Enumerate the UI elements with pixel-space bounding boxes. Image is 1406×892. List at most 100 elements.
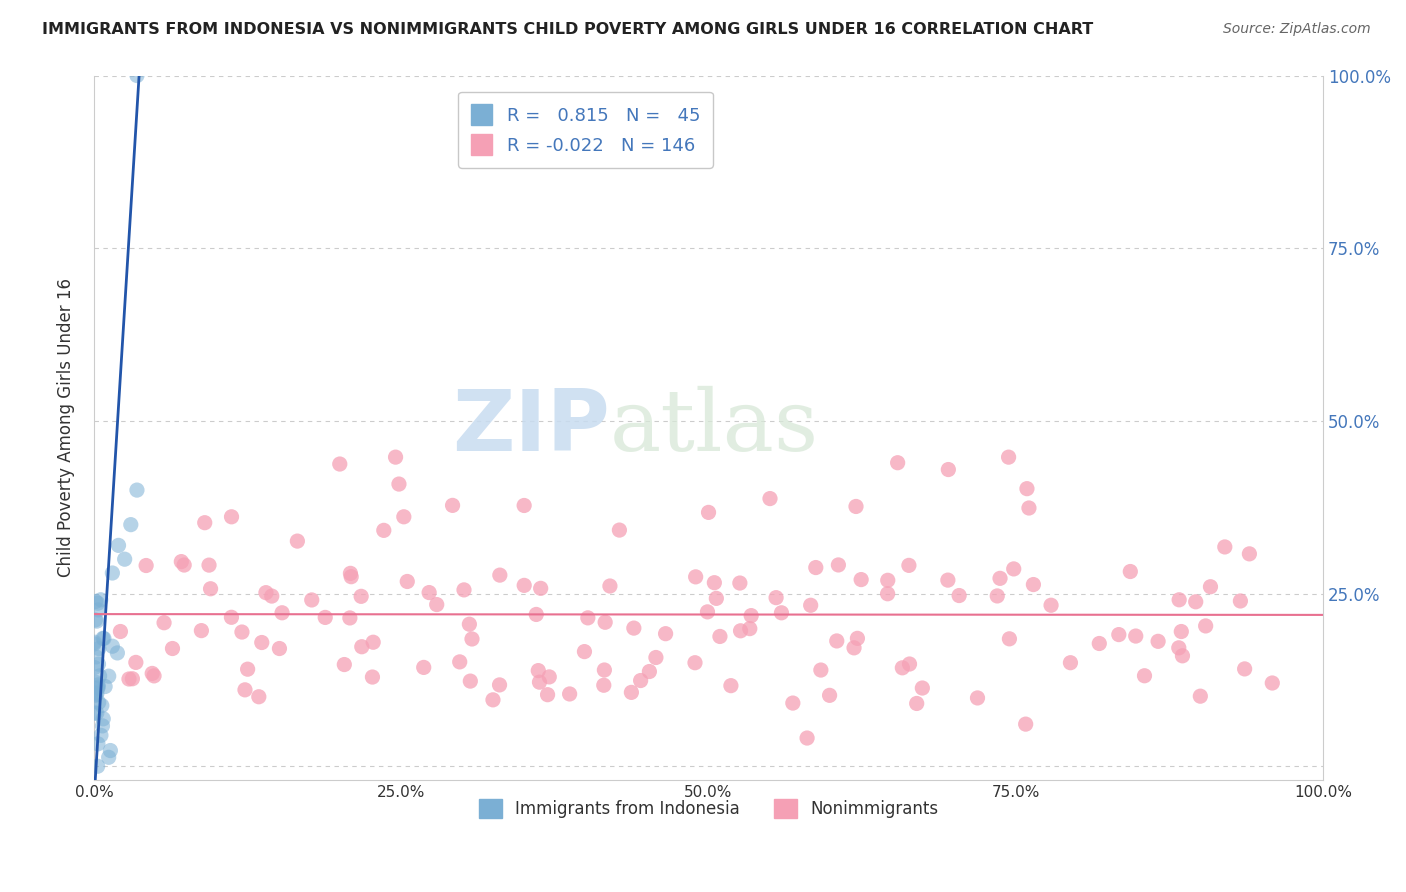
Point xyxy=(592,678,614,692)
Point xyxy=(846,632,869,646)
Point xyxy=(609,523,631,537)
Point xyxy=(1133,669,1156,683)
Point xyxy=(936,573,959,587)
Point xyxy=(1195,619,1218,633)
Point xyxy=(233,682,256,697)
Point xyxy=(86,681,108,696)
Point xyxy=(350,640,373,654)
Point xyxy=(170,555,193,569)
Point xyxy=(593,663,616,677)
Point xyxy=(461,632,484,646)
Point xyxy=(558,687,581,701)
Point xyxy=(125,656,148,670)
Point xyxy=(997,450,1019,464)
Point xyxy=(911,681,934,695)
Point xyxy=(886,456,908,470)
Point xyxy=(1229,594,1251,608)
Point xyxy=(599,579,621,593)
Point xyxy=(1018,501,1040,516)
Point xyxy=(1184,595,1206,609)
Point xyxy=(576,611,599,625)
Point xyxy=(173,558,195,572)
Text: IMMIGRANTS FROM INDONESIA VS NONIMMIGRANTS CHILD POVERTY AMONG GIRLS UNDER 16 CO: IMMIGRANTS FROM INDONESIA VS NONIMMIGRAN… xyxy=(42,22,1094,37)
Point xyxy=(998,632,1021,646)
Point xyxy=(339,611,361,625)
Point xyxy=(620,685,643,699)
Point xyxy=(730,624,752,638)
Point xyxy=(84,649,107,664)
Point xyxy=(1170,624,1192,639)
Point xyxy=(101,566,124,580)
Point xyxy=(1059,656,1081,670)
Point xyxy=(90,698,112,713)
Point xyxy=(460,674,482,689)
Point xyxy=(121,672,143,686)
Point xyxy=(329,457,352,471)
Point xyxy=(87,596,110,610)
Point xyxy=(194,516,217,530)
Point xyxy=(87,680,110,694)
Point xyxy=(135,558,157,573)
Point xyxy=(153,615,176,630)
Point xyxy=(683,656,706,670)
Point xyxy=(83,637,105,651)
Point xyxy=(638,665,661,679)
Point xyxy=(100,743,122,757)
Point xyxy=(876,587,898,601)
Point xyxy=(190,624,212,638)
Point xyxy=(93,632,115,646)
Point xyxy=(1171,648,1194,663)
Point xyxy=(905,697,928,711)
Point xyxy=(412,660,434,674)
Point xyxy=(827,558,849,572)
Point xyxy=(84,613,107,627)
Point xyxy=(709,630,731,644)
Point xyxy=(84,688,107,702)
Point xyxy=(87,678,110,692)
Point xyxy=(825,634,848,648)
Point xyxy=(876,574,898,588)
Point xyxy=(94,680,117,694)
Point xyxy=(143,669,166,683)
Point xyxy=(396,574,419,589)
Y-axis label: Child Poverty Among Girls Under 16: Child Poverty Among Girls Under 16 xyxy=(58,278,75,577)
Point xyxy=(529,675,551,690)
Point xyxy=(83,635,105,649)
Point xyxy=(818,689,841,703)
Point xyxy=(1168,592,1191,607)
Point xyxy=(339,566,361,581)
Point xyxy=(350,590,373,604)
Point xyxy=(898,657,921,671)
Point xyxy=(938,462,960,476)
Point xyxy=(125,69,148,83)
Point xyxy=(842,640,865,655)
Point xyxy=(392,509,415,524)
Point xyxy=(114,552,136,566)
Point xyxy=(897,558,920,573)
Point xyxy=(271,606,294,620)
Point xyxy=(645,650,668,665)
Point xyxy=(1108,627,1130,641)
Point xyxy=(388,477,411,491)
Point xyxy=(738,622,761,636)
Point xyxy=(453,582,475,597)
Point xyxy=(105,646,128,660)
Point xyxy=(84,688,107,702)
Point xyxy=(361,670,384,684)
Point xyxy=(83,706,105,720)
Point xyxy=(287,534,309,549)
Point xyxy=(260,589,283,603)
Point xyxy=(83,660,105,674)
Point xyxy=(301,593,323,607)
Point xyxy=(221,509,243,524)
Point xyxy=(1233,662,1256,676)
Point xyxy=(1261,676,1284,690)
Point xyxy=(91,712,114,726)
Point xyxy=(250,635,273,649)
Point xyxy=(236,662,259,676)
Point xyxy=(482,693,505,707)
Point xyxy=(849,573,872,587)
Legend: Immigrants from Indonesia, Nonimmigrants: Immigrants from Indonesia, Nonimmigrants xyxy=(472,792,945,825)
Point xyxy=(384,450,406,464)
Point xyxy=(254,585,277,599)
